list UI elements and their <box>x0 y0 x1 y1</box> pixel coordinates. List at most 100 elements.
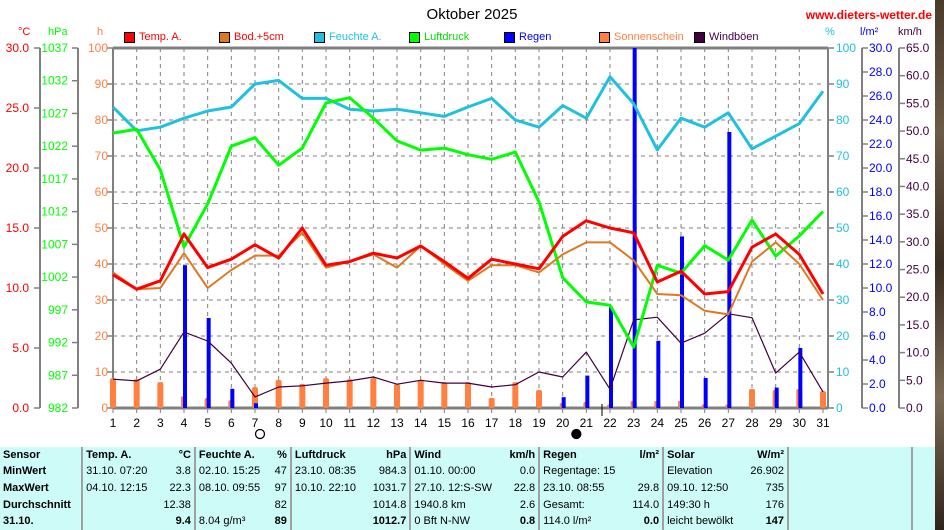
x-tick-label: 12 <box>367 416 381 430</box>
unit-gust: km/h <box>898 26 922 38</box>
stats-cell: 01.10. 00:00 <box>409 463 504 481</box>
temp-tick-label: 30.0 <box>6 41 30 55</box>
sunshine-bar <box>252 387 258 408</box>
rain-tick-label: 8.0 <box>869 305 886 319</box>
stats-cell: 1012.7 <box>372 515 407 528</box>
gust-tick-label: 65.0 <box>906 41 930 55</box>
empty-cell <box>911 480 935 497</box>
legend-label: Regen <box>519 31 552 43</box>
stats-cell: 1014.8 <box>372 498 407 511</box>
gust-tick-label: 35.0 <box>906 207 930 221</box>
rain-tick-label: 18.0 <box>869 185 893 199</box>
x-tick-label: 29 <box>769 416 783 430</box>
stats-cell: 08.10. 09:55 <box>193 480 270 497</box>
temp-tick-label: 20.0 <box>6 161 30 175</box>
sunshine-bar <box>465 382 471 408</box>
rain-bar <box>632 48 637 408</box>
header-row: Sensor Temp. A. °C Feuchte A.% Luftdruck hPa W… <box>0 447 935 464</box>
stats-cell: 1031.7 <box>372 481 407 494</box>
stats-cell: 22.8 <box>513 481 536 494</box>
full-moon-icon <box>254 428 266 440</box>
rain-bar <box>609 307 613 408</box>
sunshine-bar <box>417 379 424 408</box>
empty-cell <box>787 496 912 514</box>
legend-soil: Bod.+5cm <box>219 31 284 43</box>
x-tick-label: 31 <box>816 416 830 430</box>
gust-tick-label: 50.0 <box>906 124 930 138</box>
avg-row: Durchschnitt 12.38 82 1014.8 1940.8 km 2.6 Ges… <box>0 496 935 514</box>
rain-tick-label: 24.0 <box>869 113 893 127</box>
new-moon-icon <box>571 428 582 440</box>
sun-tick-label: 90 <box>95 77 109 91</box>
x-tick-label: 22 <box>603 416 617 430</box>
legend-swatch <box>599 31 610 43</box>
site-link[interactable]: www.dieters-wetter.de <box>805 8 932 22</box>
sunshine-bar <box>346 379 353 408</box>
rain-tick-label: 4.0 <box>869 353 886 367</box>
x-tick-label: 5 <box>204 416 211 430</box>
empty-cell <box>787 447 912 464</box>
humidity-tick-label: 70 <box>836 149 850 163</box>
stats-cell: 97 <box>274 481 287 494</box>
sunshine-bar <box>512 382 519 408</box>
gust-tick-label: 25.0 <box>906 263 930 277</box>
stats-cell <box>289 513 366 530</box>
rain-bar <box>254 403 258 408</box>
stats-cell: 23.10. 08:35 <box>289 463 366 481</box>
x-tick-label: 14 <box>414 416 428 430</box>
pressure-tick-label: 1007 <box>41 237 68 251</box>
stats-cell: MaxWert <box>3 481 49 494</box>
stats-cell: 31.10. 07:20 <box>81 463 157 481</box>
pressure-tick-label: 1012 <box>41 205 68 219</box>
empty-cell <box>911 513 935 530</box>
x-tick-label: 23 <box>627 416 641 430</box>
humidity-tick-label: 60 <box>836 185 850 199</box>
gust-tick-label: 55.0 <box>906 96 930 110</box>
gust-tick-label: 15.0 <box>906 318 930 332</box>
x-tick-label: 10 <box>319 416 333 430</box>
x-tick-label: 13 <box>390 416 404 430</box>
stats-cell: Temp. A. <box>81 447 157 464</box>
legend-label: Windböen <box>709 31 759 43</box>
legend-label: Feuchte A. <box>329 31 382 43</box>
x-tick-label: 11 <box>343 416 356 430</box>
humidity-tick-label: 90 <box>836 77 850 91</box>
temp-line <box>112 219 825 296</box>
x-tick-label: 30 <box>793 416 807 430</box>
temp-tick-label: 5.0 <box>12 341 29 355</box>
stats-cell: Wind <box>409 447 504 464</box>
stats-cell: °C <box>178 448 191 461</box>
pressure-tick-label: 997 <box>48 303 68 317</box>
stats-cell: 984.3 <box>378 465 407 478</box>
sunshine-bar <box>441 382 448 408</box>
rain-tick-label: 28.0 <box>869 65 893 79</box>
empty-cell <box>787 463 912 481</box>
stats-cell: 02.10. 15:25 <box>193 463 270 481</box>
stats-cell <box>626 464 663 481</box>
sunshine-bar <box>370 378 377 408</box>
x-tick-label: 20 <box>556 416 570 430</box>
gust-tick-label: 40.0 <box>906 179 930 193</box>
stats-cell: l/m² <box>639 448 660 461</box>
rain-tick-label: 12.0 <box>869 257 893 271</box>
gust-tick-label: 60.0 <box>906 69 930 83</box>
x-tick-label: 19 <box>532 416 546 430</box>
stats-cell: hPa <box>386 448 407 461</box>
rain-bar <box>727 132 732 408</box>
stats-cell: W/m² <box>757 448 784 461</box>
sun-tick-label: 100 <box>88 41 108 55</box>
stats-cell: 0.0 <box>643 515 660 528</box>
pressure-tick-label: 1017 <box>41 172 68 186</box>
gust-tick-label: 45.0 <box>906 152 930 166</box>
stats-cell <box>193 496 270 514</box>
stats-cell: 29.8 <box>637 481 660 494</box>
rain-bar <box>183 265 187 408</box>
legend-sun: Sonnenschein <box>599 31 684 43</box>
unit-rain: l/m² <box>860 26 879 38</box>
legend-swatch <box>314 31 325 43</box>
x-tick-label: 25 <box>674 416 688 430</box>
humidity-tick-label: 50 <box>836 221 850 235</box>
x-tick-label: 1 <box>110 416 117 430</box>
stats-cell: Elevation <box>662 463 744 481</box>
empty-cell <box>787 480 912 497</box>
